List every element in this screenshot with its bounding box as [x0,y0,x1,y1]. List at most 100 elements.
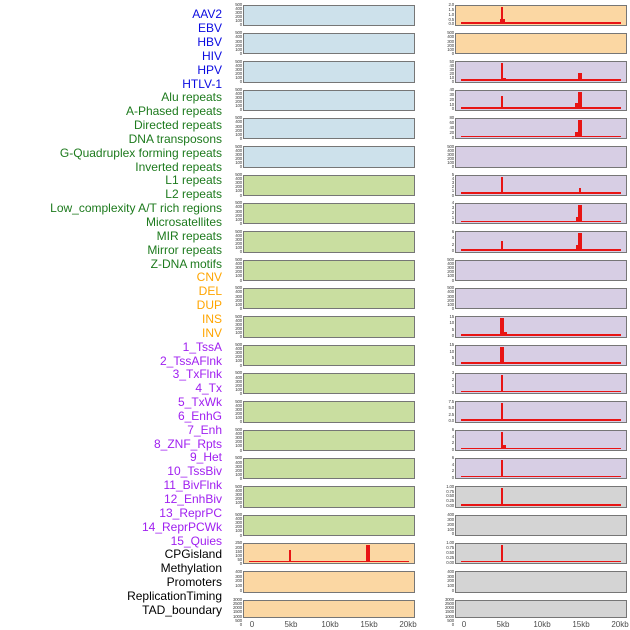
y-axis-ticks: 500 400 300 200 100 0 [223,512,242,537]
y-tick-label: 0 [451,531,454,537]
panel-left-cnv: 250 200 150 100 50 0 [235,541,415,566]
y-tick-label: 80 [449,115,455,121]
y-tick-label: 500 [447,30,454,36]
data-spike [578,91,582,110]
y-tick-label: 400 [235,6,242,12]
y-tick-label: 0 [451,277,454,283]
data-spike [500,135,504,138]
y-tick-label: 500 [235,512,242,518]
row-label-7-enh: 7_Enh [187,422,222,437]
y-tick-label: 200 [235,297,242,303]
y-tick-label: 100 [447,583,454,589]
y-tick-label: 3000 [233,597,242,603]
data-spike [578,188,582,195]
panel-right-2-tssaflnk: 40 30 20 10 0 [450,87,627,111]
y-tick-label: 0 [451,305,454,311]
y-tick-label: 0 [239,475,242,481]
y-tick-label: 400 [235,261,242,267]
y-tick-label: 500 [235,2,242,7]
y-tick-label: 100 [235,415,242,421]
row-label-ins: INS [201,311,222,326]
y-tick-label: 0 [451,50,454,56]
y-tick-label: 100 [235,75,242,81]
row-label-10-tssbiv: 10_TssBiv [167,464,222,479]
panel-left-del: 400 300 200 100 0 [235,569,415,593]
y-tick-label: 200 [235,42,242,48]
y-tick-label: 3 [451,370,454,376]
y-tick-label: 3000 [445,597,454,603]
y-tick-label: 0.5 [448,16,454,22]
y-tick-label: 0 [239,305,242,311]
density-baseline [461,220,621,223]
y-tick-label: 400 [235,374,242,380]
row-label-g-quadruplex-forming-repeats: G-Quadruplex forming repeats [59,145,222,160]
y-tick-label: 200 [235,99,242,105]
y-tick-label: 10 [449,320,455,326]
row-label-mir-repeats: MIR repeats [156,228,222,243]
y-tick-label: 500 [235,115,242,121]
y-tick-label: 500 [235,285,242,291]
y-tick-label: 500 [235,143,242,149]
y-tick-label: 300 [447,151,454,157]
y-tick-label: 400 [235,289,242,295]
data-spike [575,131,582,138]
y-axis-ticks: 1.00 0.75 0.50 0.25 0.00 [435,484,454,509]
panel-left-mir-repeats: 500 400 300 200 100 0 [235,456,415,481]
panel-left-l2-repeats: 500 400 300 200 100 0 [235,371,415,396]
y-tick-label: 500 [447,257,454,263]
y-tick-label: 4 [451,433,454,439]
y-tick-label: 200 [235,467,242,473]
row-label-12-enhbiv: 12_EnhBiv [163,491,222,506]
data-spike [500,19,506,24]
y-axis-ticks: 500 400 300 200 100 0 [223,370,242,396]
data-spike [502,444,507,450]
y-tick-label: 0 [451,134,454,140]
row-label-dna-transposons: DNA transposons [128,131,222,146]
data-spike [500,346,504,365]
y-tick-label: 0.50 [446,493,454,499]
y-axis-ticks: 500 400 300 200 100 0 [223,59,242,84]
x-tick-label-15kb: 15kb [572,620,590,629]
y-tick-label: 0 [239,390,242,396]
row-label-4-tx: 4_Tx [195,381,222,396]
data-spike [578,73,582,81]
y-tick-label: 500 [235,87,242,93]
y-tick-label: 500 [235,398,242,404]
y-tick-label: 0 [239,50,242,56]
density-baseline [461,419,621,421]
y-tick-label: 400 [447,289,454,295]
panel-right-promoters: 1.00 0.75 0.50 0.25 0.00 [446,541,627,565]
y-tick-label: 500 [235,370,242,376]
y-tick-label: 200 [235,127,242,133]
y-tick-label: 2 [451,468,454,474]
y-tick-label: 400 [235,34,242,40]
y-tick-label: 0.25 [446,498,454,504]
y-tick-label: 6 [451,228,454,234]
data-spike [575,103,581,110]
data-spike [501,77,507,81]
row-label-replicationtiming: ReplicationTiming [127,588,222,603]
panel-left-alu-repeats: 500 400 300 200 100 0 [235,172,415,197]
y-tick-label: 300 [235,95,242,101]
y-tick-label: 1 [451,383,454,389]
y-tick-label: 3 [451,205,454,211]
y-tick-label: 400 [235,91,242,97]
panel-left-directed-repeats: 500 400 300 200 100 0 [235,229,415,254]
density-baseline [461,22,621,24]
y-axis-ticks: 15 10 5 0 [435,342,455,367]
y-tick-label: 100 [447,273,454,279]
panel-right-9-het: 500 400 300 200 100 0 [447,286,627,311]
y-tick-label: 100 [235,216,242,222]
y-tick-label: 15 [449,342,455,348]
data-spike [500,96,504,110]
panel-right-13-reprpc: 7.5 5.0 2.5 0.0 [448,399,627,423]
panel-left-z-dna-motifs: 500 400 300 200 100 0 [235,512,415,537]
y-axis-ticks: 3000 2500 2000 1500 1000 500 0 [435,597,454,626]
y-tick-label: 400 [235,516,242,522]
row-label-cpgisland: CPGisland [164,547,222,562]
y-tick-label: 300 [235,321,242,327]
y-tick-label: 0.25 [446,554,454,560]
x-tick-label-15kb: 15kb [360,620,378,629]
y-axis-ticks: 500 400 300 200 100 0 [223,172,242,197]
